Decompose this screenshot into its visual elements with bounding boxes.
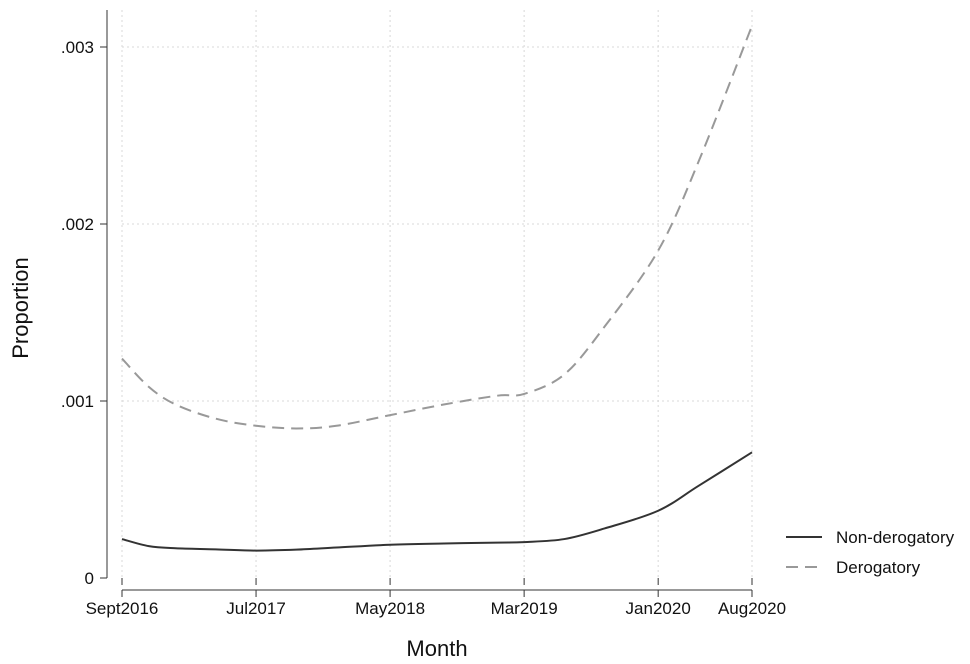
gridlines — [121, 10, 753, 578]
series-line-non-derogatory — [121, 451, 753, 552]
x-tick-label: May2018 — [355, 599, 425, 618]
y-axis-title: Proportion — [8, 257, 33, 359]
y-tick-label: .003 — [61, 38, 94, 57]
x-tick-label: Jan2020 — [626, 599, 691, 618]
y-tick-label: 0 — [85, 569, 94, 588]
x-tick-label: Aug2020 — [718, 599, 786, 618]
x-tick-label: Sept2016 — [86, 599, 159, 618]
x-tick-label: Mar2019 — [491, 599, 558, 618]
legend-label: Non-derogatory — [836, 528, 955, 547]
y-tick-label: .002 — [61, 215, 94, 234]
y-tick-label: .001 — [61, 392, 94, 411]
series-lines — [121, 25, 753, 552]
x-axis-title: Month — [406, 636, 467, 661]
legend: Non-derogatory Derogatory — [786, 528, 955, 577]
legend-label: Derogatory — [836, 558, 921, 577]
series-line-derogatory — [121, 25, 753, 430]
axes: Sept2016 Jul2017 May2018 Mar2019 Jan2020 Aug2… — [61, 10, 786, 618]
x-tick-label: Jul2017 — [226, 599, 286, 618]
